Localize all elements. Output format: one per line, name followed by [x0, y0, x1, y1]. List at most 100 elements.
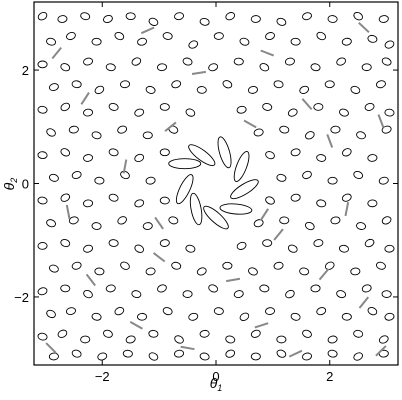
ellipse-mark [91, 312, 102, 321]
ellipse-mark [159, 196, 170, 205]
ellipse-mark [168, 216, 179, 225]
ellipse-mark [37, 287, 48, 296]
ellipse-mark [250, 15, 261, 23]
center-ellipse-mark [168, 158, 202, 170]
ellipse-mark [117, 216, 127, 225]
ellipse-mark [233, 290, 244, 299]
ellipse-mark [114, 307, 125, 316]
ellipse-mark [71, 80, 82, 89]
segment-mark [45, 342, 57, 354]
center-ellipse-mark [217, 136, 232, 169]
ellipse-mark [145, 85, 156, 94]
ellipse-mark [313, 103, 324, 111]
ellipse-mark [37, 196, 48, 205]
ellipse-mark [37, 151, 48, 160]
ellipse-mark [287, 244, 298, 253]
ellipse-mark [66, 31, 76, 41]
ellipse-mark [341, 37, 352, 46]
ellipse-mark [302, 352, 312, 361]
ellipse-mark [279, 125, 290, 134]
ellipse-mark [225, 12, 236, 21]
ellipse-mark [304, 221, 315, 231]
ellipse-mark [262, 103, 273, 111]
ellipse-mark [142, 222, 153, 230]
ellipse-mark [105, 284, 116, 293]
ellipse-mark [341, 148, 352, 157]
ellipse-mark [290, 193, 301, 202]
ellipse-mark [37, 11, 48, 21]
ellipse-mark [131, 57, 142, 66]
ellipse-mark [367, 154, 378, 162]
ellipse-mark [60, 193, 71, 202]
ellipse-mark [60, 148, 71, 157]
ellipse-mark [356, 131, 366, 140]
ellipse-mark [91, 37, 102, 46]
segment-mark [51, 47, 62, 60]
ellipse-mark [233, 57, 244, 66]
ellipse-mark [83, 244, 93, 253]
ellipse-mark [327, 176, 338, 185]
ellipse-mark [188, 40, 199, 49]
ellipse-mark [222, 80, 233, 89]
y-axis-label: θ2 [1, 178, 19, 191]
ellipse-mark [279, 216, 290, 225]
ellipse-mark [83, 57, 94, 66]
ellipse-mark [145, 176, 156, 185]
ellipse-mark [316, 31, 327, 41]
ellipse-mark [185, 108, 196, 117]
segment-mark [260, 49, 275, 57]
ellipse-mark [105, 63, 116, 72]
ellipse-mark [134, 199, 145, 208]
ellipse-mark [353, 352, 364, 361]
ellipse-mark [384, 40, 395, 49]
ellipse-mark [222, 261, 233, 270]
ellipse-mark [336, 290, 347, 299]
ellipse-mark [134, 153, 145, 163]
ellipse-mark [353, 170, 364, 180]
ellipse-mark [114, 31, 125, 41]
ellipse-mark [46, 37, 57, 46]
ellipse-mark [336, 57, 346, 66]
ellipse-mark [80, 335, 91, 344]
ellipse-mark [361, 63, 372, 72]
ellipse-mark [253, 219, 264, 228]
ellipse-mark [324, 261, 335, 270]
ellipse-mark [174, 335, 184, 344]
segment-mark [273, 228, 284, 241]
center-ellipse-mark [233, 150, 250, 182]
ellipse-mark [171, 261, 182, 270]
ellipse-mark [378, 176, 389, 185]
ellipse-mark [273, 261, 284, 270]
ellipse-mark [94, 267, 105, 276]
ellipse-mark [339, 108, 349, 117]
ellipse-mark [239, 312, 250, 321]
ellipse-mark [48, 352, 59, 361]
y-tick-label: 2 [22, 63, 29, 78]
ellipse-mark [182, 57, 193, 66]
ellipse-mark [156, 63, 168, 72]
ellipse-mark [302, 12, 312, 21]
ellipse-mark [57, 329, 68, 338]
ellipse-mark [350, 85, 361, 94]
ellipse-mark [174, 12, 185, 21]
ellipse-mark [327, 349, 338, 358]
center-ellipse-mark [188, 144, 216, 167]
center-ellipse-mark [203, 205, 229, 230]
ellipse-mark [259, 63, 270, 72]
ellipse-mark [350, 267, 361, 276]
ellipse-mark [324, 80, 335, 89]
ellipse-mark [384, 244, 395, 253]
ellipse-mark [83, 154, 94, 162]
ellipse-mark [353, 329, 364, 338]
x-tick-label: 2 [326, 369, 333, 384]
ellipse-mark [159, 103, 170, 111]
ellipse-mark [68, 125, 79, 134]
ellipse-mark [48, 173, 59, 182]
ellipse-mark [48, 83, 59, 92]
segment-mark [259, 208, 269, 222]
ellipse-mark [290, 312, 301, 321]
ellipse-mark [284, 57, 295, 66]
ellipse-mark [82, 199, 94, 208]
ellipse-mark [122, 349, 133, 358]
